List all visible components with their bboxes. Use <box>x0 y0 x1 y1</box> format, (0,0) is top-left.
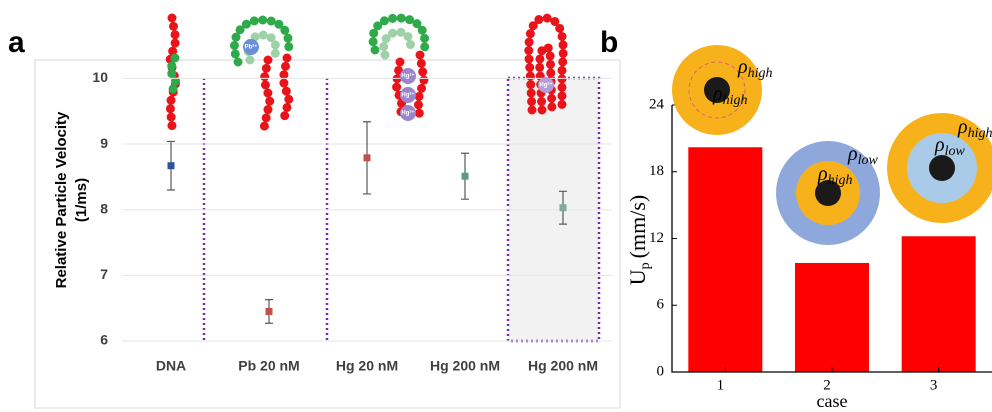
y-tick-label: 0 <box>657 363 665 379</box>
x-tick-label: DNA <box>156 358 186 374</box>
bar <box>901 236 976 372</box>
inner-shell <box>688 61 746 119</box>
ion-label: Hg²⁺ <box>401 92 414 99</box>
density-symbol: ρ <box>712 83 723 105</box>
x-tick-label: 3 <box>930 377 938 393</box>
ion-label: Pb²⁺ <box>245 44 258 51</box>
core <box>929 155 955 181</box>
ion-label: Hg²⁺ <box>401 110 414 117</box>
core <box>815 180 841 206</box>
y-tick-label: 12 <box>649 230 664 246</box>
ion-label: Hg²⁺ <box>401 73 414 80</box>
density-level: high <box>723 93 748 108</box>
ion <box>400 68 416 84</box>
y-tick-label: 18 <box>649 163 664 179</box>
dna-strand <box>535 42 557 115</box>
x-tick-label: 1 <box>717 377 725 393</box>
dna-strand <box>259 55 275 133</box>
dna-strand <box>278 53 294 127</box>
y-axis-label-part: p <box>638 262 653 269</box>
ion <box>538 77 554 93</box>
y-axis-label-part: (mm/s) <box>625 195 650 259</box>
marker <box>167 162 175 170</box>
y-axis-label: (1/ms) <box>73 178 90 222</box>
x-tick-label: Hg 20 nM <box>336 358 398 374</box>
dna-strand <box>379 27 415 60</box>
y-tick-label: 24 <box>649 96 665 112</box>
density-level: low <box>858 153 879 168</box>
dna-strand <box>165 53 181 101</box>
panel-a: a Relative Particle Velocity (1/ms) 6 7 8 9 10 D… <box>8 13 621 409</box>
dna-strand <box>413 50 429 125</box>
marker <box>461 172 469 180</box>
density-symbol: ρ <box>737 56 748 78</box>
panel-label: a <box>8 26 25 59</box>
ion <box>243 39 259 55</box>
y-tick-label: 6 <box>100 332 108 348</box>
y-axis-label: Up (mm/s) <box>625 195 653 285</box>
density-symbol: ρ <box>957 116 968 138</box>
panel-b: b1 2 306121824caseUp(mm/s)ρhighρhighρlowρh… <box>600 26 992 411</box>
density-symbol: ρ <box>817 163 828 185</box>
dna-strand <box>229 15 294 67</box>
density-label: ρhigh <box>957 116 992 142</box>
core <box>704 77 730 103</box>
bar <box>688 147 763 372</box>
x-tick-label: Pb 20 nM <box>238 358 299 374</box>
density-label: ρlow <box>934 134 965 160</box>
marker <box>265 307 273 315</box>
y-axis-label: Relative Particle Velocity <box>53 111 70 288</box>
x-axis-label: case <box>817 391 848 411</box>
panel-label: b <box>600 26 618 59</box>
density-level: high <box>828 173 853 188</box>
y-tick-label: 10 <box>92 69 108 85</box>
density-label: ρlow <box>847 143 878 169</box>
dna-strand <box>524 13 568 115</box>
ion-label: Hg²⁺ <box>539 82 552 89</box>
density-label: ρhigh <box>737 56 773 82</box>
density-level: high <box>968 126 992 141</box>
y-axis-label-part: U <box>625 269 650 285</box>
marker <box>363 154 371 162</box>
bar <box>795 262 869 372</box>
x-tick-label: Hg 200 nM <box>430 358 500 374</box>
y-tick-label: 8 <box>100 200 108 216</box>
marker <box>559 204 567 212</box>
density-level: low <box>945 144 966 159</box>
ion <box>400 105 416 121</box>
y-tick-label: 7 <box>100 266 108 282</box>
density-label: ρhigh <box>817 163 853 189</box>
density-label: ρhigh <box>712 83 748 109</box>
x-tick-label: Hg 200 nM <box>528 358 598 374</box>
y-tick-label: 6 <box>657 297 665 313</box>
density-symbol: ρ <box>847 143 858 165</box>
x-tick-label: 2 <box>823 377 831 393</box>
ion <box>400 87 416 103</box>
density-symbol: ρ <box>934 134 945 156</box>
density-level: high <box>748 66 773 81</box>
y-tick-label: 9 <box>100 135 108 151</box>
dna-strand <box>368 13 430 57</box>
